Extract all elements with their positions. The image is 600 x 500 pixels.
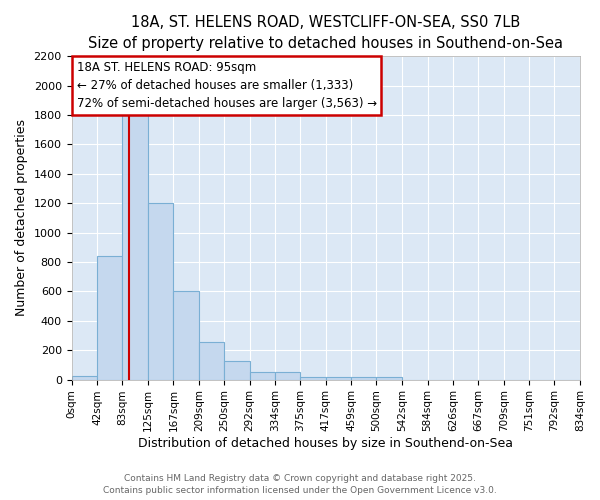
Bar [71, 376, 97, 380]
Bar [122, 115, 148, 380]
Bar [275, 372, 300, 380]
Bar [326, 376, 352, 380]
Text: 18A ST. HELENS ROAD: 95sqm
← 27% of detached houses are smaller (1,333)
72% of s: 18A ST. HELENS ROAD: 95sqm ← 27% of deta… [77, 61, 377, 110]
Bar [300, 376, 326, 380]
Title: 18A, ST. HELENS ROAD, WESTCLIFF-ON-SEA, SS0 7LB
Size of property relative to det: 18A, ST. HELENS ROAD, WESTCLIFF-ON-SEA, … [88, 15, 563, 51]
Bar [352, 376, 376, 380]
Bar [376, 378, 402, 380]
Bar [148, 204, 173, 380]
Bar [224, 361, 250, 380]
Bar [173, 292, 199, 380]
X-axis label: Distribution of detached houses by size in Southend-on-Sea: Distribution of detached houses by size … [138, 437, 513, 450]
Bar [199, 342, 224, 380]
Text: Contains HM Land Registry data © Crown copyright and database right 2025.
Contai: Contains HM Land Registry data © Crown c… [103, 474, 497, 495]
Bar [250, 372, 275, 380]
Bar [97, 256, 122, 380]
Y-axis label: Number of detached properties: Number of detached properties [15, 120, 28, 316]
